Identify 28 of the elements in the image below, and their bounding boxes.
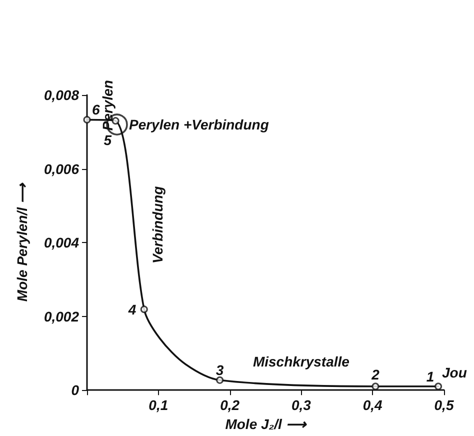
annotation: 3 bbox=[216, 362, 224, 378]
annotation: 4 bbox=[127, 301, 136, 318]
annotation: 1 bbox=[426, 368, 434, 384]
point bbox=[372, 382, 380, 390]
y-axis-title: Mole Perylen/l ⟶ bbox=[14, 182, 30, 302]
y-tick-label: 0 bbox=[71, 382, 80, 398]
annotation: Jou bbox=[442, 364, 468, 380]
y-tick-label: 0,006 bbox=[44, 160, 80, 177]
y-tick-label: 0,008 bbox=[44, 87, 80, 103]
annotation: Mischkrystalle bbox=[252, 353, 350, 370]
annotation: Verbindung bbox=[149, 186, 166, 264]
y-tick-label: 0,004 bbox=[44, 234, 80, 251]
point bbox=[216, 376, 224, 384]
annotation: 2 bbox=[370, 366, 380, 382]
point bbox=[434, 382, 442, 390]
x-tick-label: 0,1 bbox=[148, 397, 168, 414]
annotation: Perylen +Verbindung bbox=[128, 116, 270, 133]
point bbox=[83, 116, 91, 124]
annotation: 6 bbox=[92, 102, 100, 118]
x-tick-label: 0,4 bbox=[362, 397, 383, 414]
x-tick-label: 0,3 bbox=[291, 397, 312, 414]
y-tick-label: 0,002 bbox=[44, 308, 80, 324]
annotation: Perylen bbox=[100, 80, 116, 131]
x-axis-title: Mole J₂/l ⟶ bbox=[225, 416, 307, 432]
annotation: 5 bbox=[104, 132, 112, 148]
x-tick-label: 0,2 bbox=[220, 397, 240, 414]
x-tick-label: 0,5 bbox=[434, 397, 454, 414]
point bbox=[140, 306, 148, 314]
